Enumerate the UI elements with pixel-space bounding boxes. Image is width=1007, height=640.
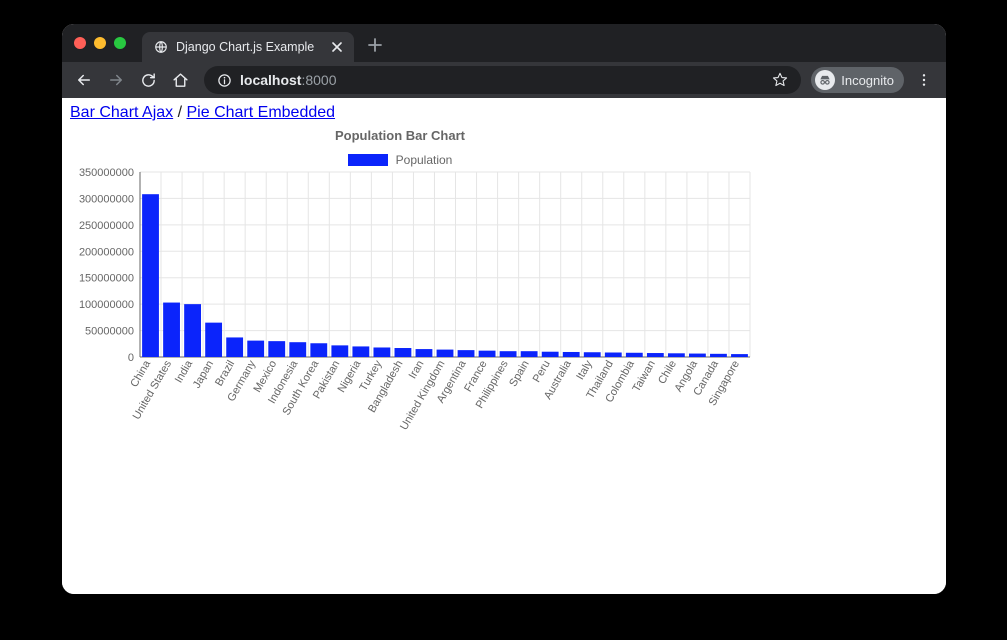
- minimize-traffic-icon[interactable]: [94, 37, 106, 49]
- incognito-label: Incognito: [841, 73, 894, 88]
- back-button[interactable]: [70, 66, 98, 94]
- tab-strip: Django Chart.js Example: [62, 24, 946, 62]
- svg-text:200000000: 200000000: [79, 246, 134, 258]
- home-button[interactable]: [166, 66, 194, 94]
- svg-text:150000000: 150000000: [79, 273, 134, 285]
- reload-button[interactable]: [134, 66, 162, 94]
- svg-text:Italy: Italy: [574, 358, 595, 382]
- svg-text:0: 0: [128, 352, 134, 364]
- kebab-menu-icon[interactable]: [910, 66, 938, 94]
- site-info-icon[interactable]: [216, 72, 232, 88]
- incognito-icon: [815, 70, 835, 90]
- url-text: localhost:8000: [240, 72, 337, 88]
- page-nav-links: Bar Chart Ajax / Pie Chart Embedded: [70, 104, 938, 122]
- browser-window: Django Chart.js Example localhost:: [62, 24, 946, 594]
- svg-text:Iran: Iran: [407, 359, 427, 381]
- page-content: Bar Chart Ajax / Pie Chart Embedded Popu…: [62, 98, 946, 594]
- close-icon[interactable]: [330, 40, 344, 54]
- chart-title: Population Bar Chart: [70, 128, 730, 143]
- chart-legend[interactable]: Population: [70, 153, 730, 167]
- svg-text:350000000: 350000000: [79, 167, 134, 179]
- bookmark-star-icon[interactable]: [771, 71, 789, 89]
- forward-button[interactable]: [102, 66, 130, 94]
- globe-icon: [154, 40, 168, 54]
- population-chart: Population Bar Chart Population 0 5000000…: [70, 128, 730, 452]
- incognito-indicator[interactable]: Incognito: [811, 67, 904, 93]
- legend-label: Population: [396, 153, 453, 167]
- browser-toolbar: localhost:8000 Incognito: [62, 62, 946, 98]
- svg-text:300000000: 300000000: [79, 193, 134, 205]
- window-traffic-lights: [74, 37, 126, 49]
- legend-swatch: [348, 154, 388, 166]
- svg-text:Japan: Japan: [191, 359, 216, 391]
- url-host: localhost: [240, 72, 301, 88]
- browser-tab[interactable]: Django Chart.js Example: [142, 32, 354, 62]
- svg-text:Spain: Spain: [507, 359, 531, 389]
- close-traffic-icon[interactable]: [74, 37, 86, 49]
- link-bar-chart-ajax[interactable]: Bar Chart Ajax: [70, 104, 173, 121]
- svg-text:250000000: 250000000: [79, 220, 134, 232]
- svg-text:50000000: 50000000: [85, 326, 134, 338]
- link-separator: /: [173, 104, 186, 121]
- address-bar[interactable]: localhost:8000: [204, 66, 801, 94]
- new-tab-button[interactable]: [364, 34, 386, 56]
- tab-title: Django Chart.js Example: [176, 40, 314, 54]
- link-pie-chart-embedded[interactable]: Pie Chart Embedded: [187, 104, 336, 121]
- url-port: :8000: [301, 72, 336, 88]
- chart-canvas: 0 50000000 100000000 150000000 200000000 2500…: [70, 167, 754, 447]
- maximize-traffic-icon[interactable]: [114, 37, 126, 49]
- svg-text:100000000: 100000000: [79, 299, 134, 311]
